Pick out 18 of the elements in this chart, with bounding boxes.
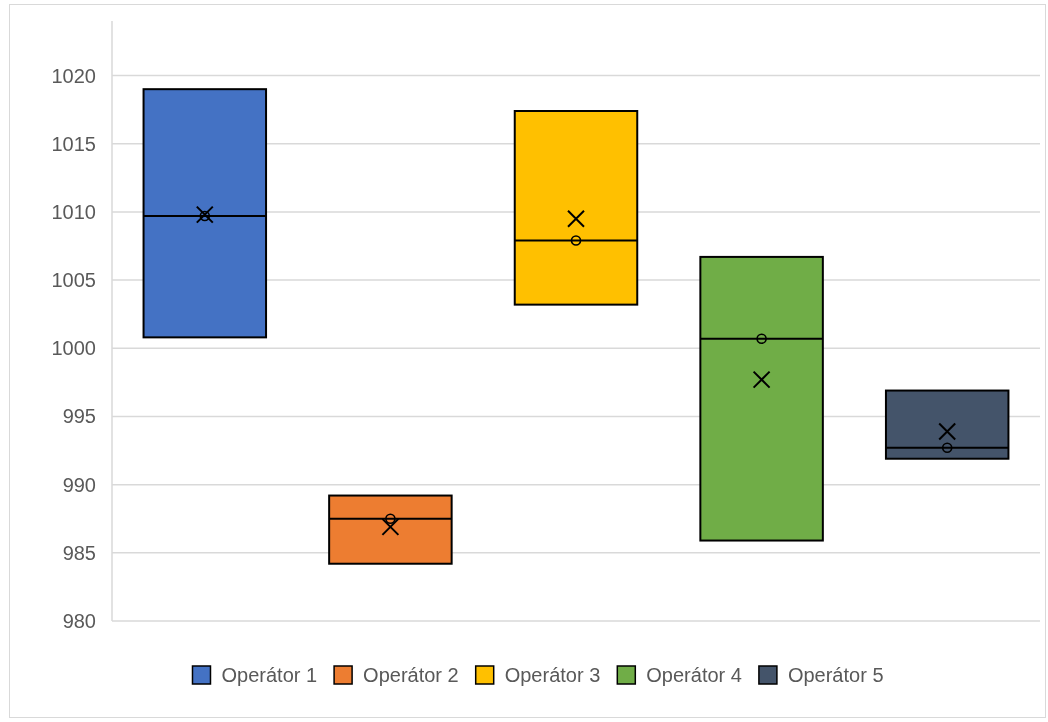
y-tick-label: 995	[62, 405, 96, 428]
legend-label: Operátor 4	[646, 664, 742, 686]
legend-label: Operátor 2	[363, 664, 459, 686]
point	[570, 235, 582, 246]
point	[941, 442, 953, 454]
y-tick-label: 1010	[51, 200, 96, 223]
point	[199, 210, 211, 222]
point	[756, 333, 767, 345]
legend-label: Operátor 5	[787, 664, 884, 686]
y-tick-label: 985	[62, 541, 96, 564]
legend-label: Operátor 1	[221, 664, 318, 686]
y-tick-label: 990	[62, 473, 96, 496]
y-tick-label: 980	[62, 610, 96, 632]
y-tick-label: 1000	[51, 337, 96, 360]
y-tick-label: 1005	[51, 269, 96, 292]
y-tick-label: 1020	[51, 64, 96, 87]
y-tick-label: 1015	[51, 132, 96, 155]
legend-label: Operátor 3	[504, 664, 601, 686]
